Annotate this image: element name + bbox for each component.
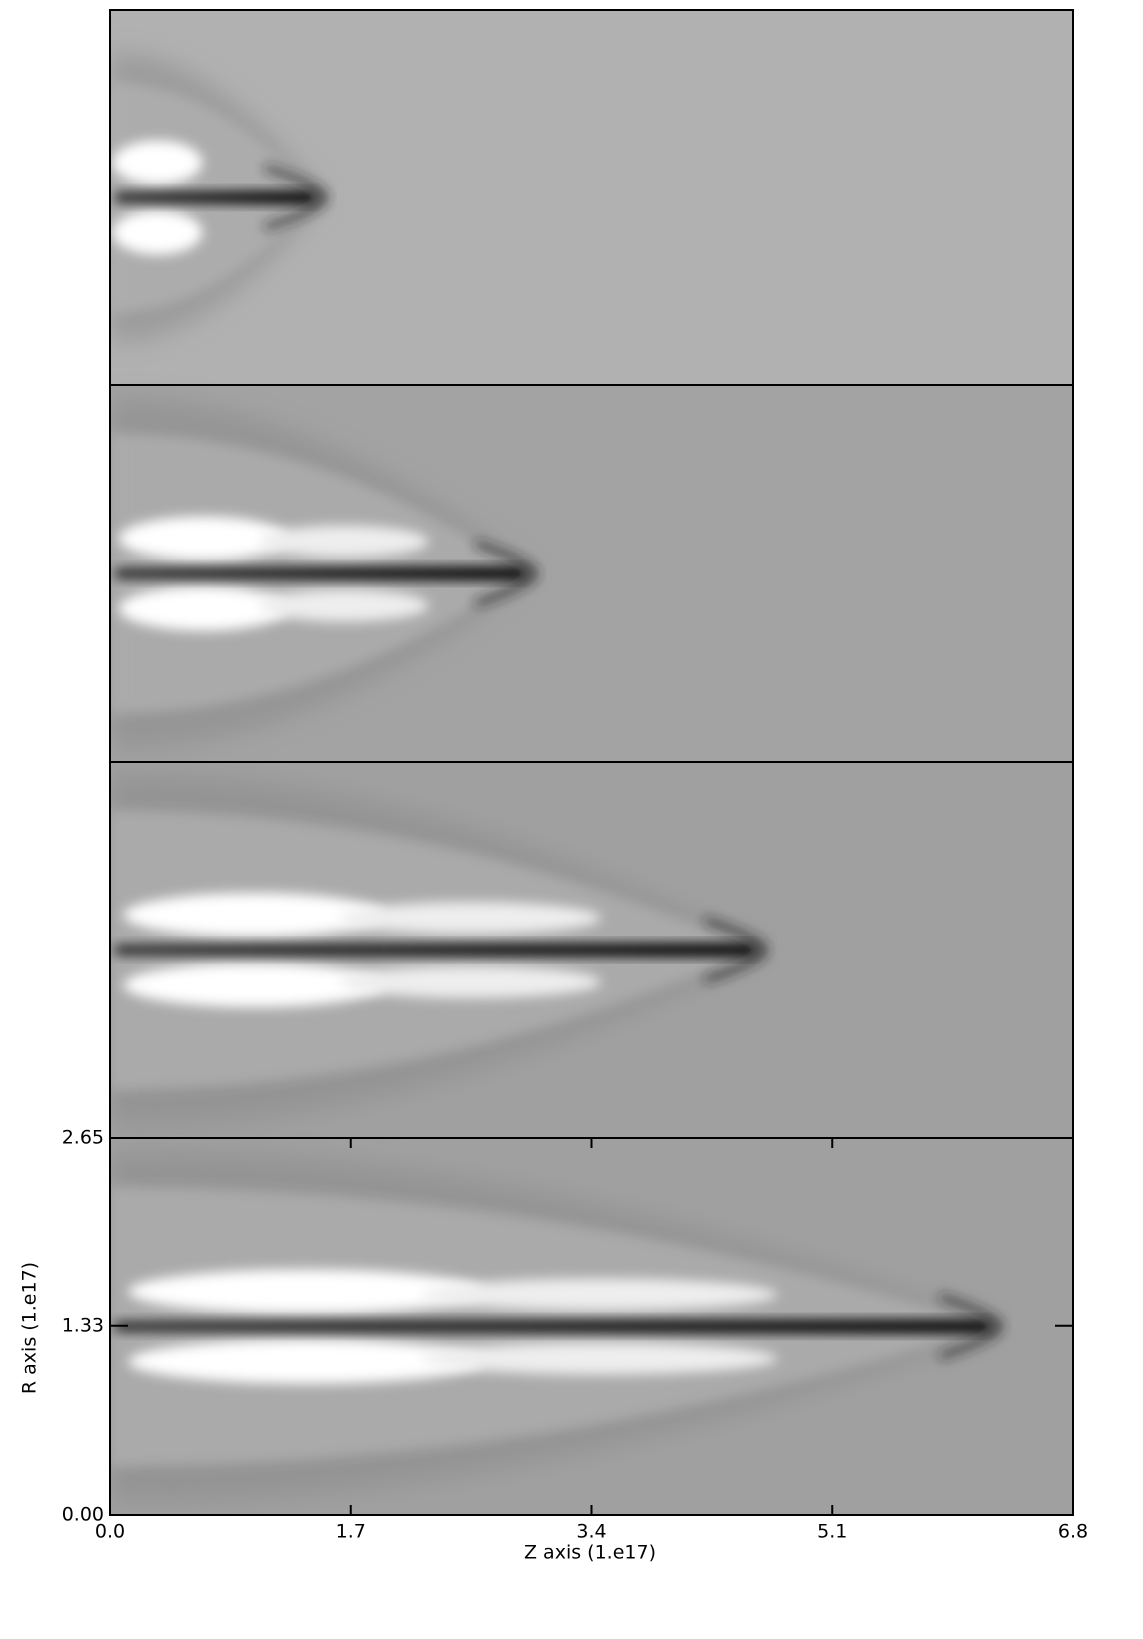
x-axis-label: Z axis (1.e17) bbox=[524, 1542, 656, 1564]
y-axis-label: R axis (1.e17) bbox=[19, 1262, 41, 1394]
panel bbox=[110, 385, 1073, 762]
y-tick-label: 0.00 bbox=[62, 1504, 104, 1526]
lobe bbox=[339, 902, 601, 934]
y-tick-label: 2.65 bbox=[62, 1127, 104, 1149]
lobe bbox=[422, 1279, 778, 1311]
panel bbox=[110, 1138, 1073, 1515]
y-tick-label: 1.33 bbox=[62, 1314, 104, 1336]
lobe bbox=[112, 211, 202, 255]
x-tick-label: 1.7 bbox=[336, 1521, 366, 1543]
lobe bbox=[259, 590, 429, 622]
x-tick-label: 5.1 bbox=[817, 1521, 847, 1543]
x-tick-label: 3.4 bbox=[576, 1521, 606, 1543]
lobe bbox=[339, 966, 601, 998]
lobe bbox=[259, 526, 429, 558]
figure: Z axis (1.e17) R axis (1.e17) 0.01.73.45… bbox=[0, 0, 1143, 1635]
x-tick-label: 6.8 bbox=[1058, 1521, 1088, 1543]
lobe bbox=[422, 1343, 778, 1375]
panel bbox=[110, 10, 1073, 385]
panel bbox=[110, 762, 1073, 1138]
lobe bbox=[112, 141, 202, 185]
